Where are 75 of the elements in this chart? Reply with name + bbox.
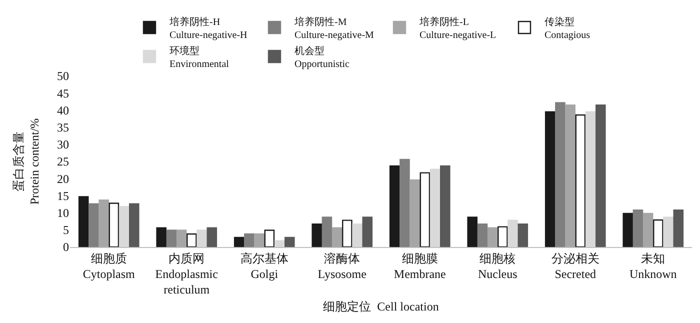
x-tick-label: 未知 Unknown xyxy=(629,251,677,281)
bar xyxy=(322,216,332,247)
bar xyxy=(264,230,275,247)
bar xyxy=(642,212,654,247)
bar xyxy=(487,227,498,247)
y-tick-label: 15 xyxy=(57,188,69,203)
bar xyxy=(342,220,352,247)
x-tick-label: 分泌相关 Secreted xyxy=(551,251,600,281)
bar xyxy=(575,114,586,247)
legend-label: 培养阴性-M Culture-negative-M xyxy=(294,16,374,41)
bar xyxy=(88,203,99,247)
bar xyxy=(498,226,508,247)
bar xyxy=(565,104,576,247)
y-tick-label: 25 xyxy=(57,154,69,169)
legend-label: 培养阴性-H Culture-negative-H xyxy=(168,16,248,41)
x-tick-label: 细胞膜 Membrane xyxy=(394,251,446,281)
bar xyxy=(254,233,264,247)
bar xyxy=(663,216,674,247)
bar xyxy=(98,200,109,247)
bar xyxy=(206,227,218,247)
bar xyxy=(467,216,478,247)
bar xyxy=(176,230,187,247)
bar xyxy=(196,230,207,247)
x-tick-label: 内质网 Endoplasmic reticulum xyxy=(155,251,218,297)
y-tick-label: 35 xyxy=(57,120,69,134)
bar xyxy=(430,168,440,247)
bar xyxy=(518,223,528,247)
bar xyxy=(156,227,166,247)
y-tick-label: 50 xyxy=(57,69,69,84)
bar xyxy=(400,158,410,247)
bar xyxy=(118,206,130,247)
bar xyxy=(332,227,342,247)
y-tick-label: 0 xyxy=(63,240,69,254)
bar xyxy=(362,216,373,247)
bar xyxy=(410,179,420,247)
bar xyxy=(632,209,644,247)
bar xyxy=(389,165,400,247)
bar xyxy=(653,219,664,247)
bar xyxy=(129,203,140,247)
bar xyxy=(78,196,89,247)
bar xyxy=(420,172,430,247)
bar xyxy=(244,233,254,247)
y-tick-label: 45 xyxy=(57,86,69,100)
bar xyxy=(622,212,633,247)
bar xyxy=(555,102,566,247)
bar xyxy=(352,223,362,247)
bar xyxy=(312,223,322,247)
bar xyxy=(508,220,518,247)
legend-label: 培养阴性-L Culture-negative-L xyxy=(418,16,496,41)
bar xyxy=(234,236,244,247)
x-tick-label: 细胞核 Nucleus xyxy=(478,251,518,281)
bar xyxy=(477,223,488,247)
bar xyxy=(284,236,295,247)
x-tick-label: 高尔基体 Golgi xyxy=(240,251,288,281)
legend-label: 环境型 Environmental xyxy=(170,44,230,70)
bar xyxy=(166,230,177,247)
bar xyxy=(274,240,285,247)
y-axis-title: 蛋白质含量 Protein content/% xyxy=(12,118,42,205)
y-tick-label: 20 xyxy=(57,172,69,186)
bar xyxy=(585,111,596,247)
bar xyxy=(544,111,556,247)
bar xyxy=(108,202,120,247)
y-tick-label: 30 xyxy=(57,138,69,152)
x-tick-label: 溶酶体 Lysosome xyxy=(318,251,366,281)
x-axis-title: 细胞定位 Cell location xyxy=(323,300,439,314)
bar xyxy=(596,104,606,247)
bar xyxy=(673,209,684,247)
x-tick-label: 细胞质 Cytoplasm xyxy=(82,251,136,281)
bar xyxy=(186,233,197,247)
y-tick-label: 40 xyxy=(57,103,69,118)
bar xyxy=(440,165,450,247)
y-tick-label: 10 xyxy=(57,206,69,220)
legend-label: 传染型 Contagious xyxy=(544,16,590,41)
y-tick-label: 5 xyxy=(63,223,69,238)
legend-label: 机会型 Opportunistic xyxy=(294,44,350,70)
